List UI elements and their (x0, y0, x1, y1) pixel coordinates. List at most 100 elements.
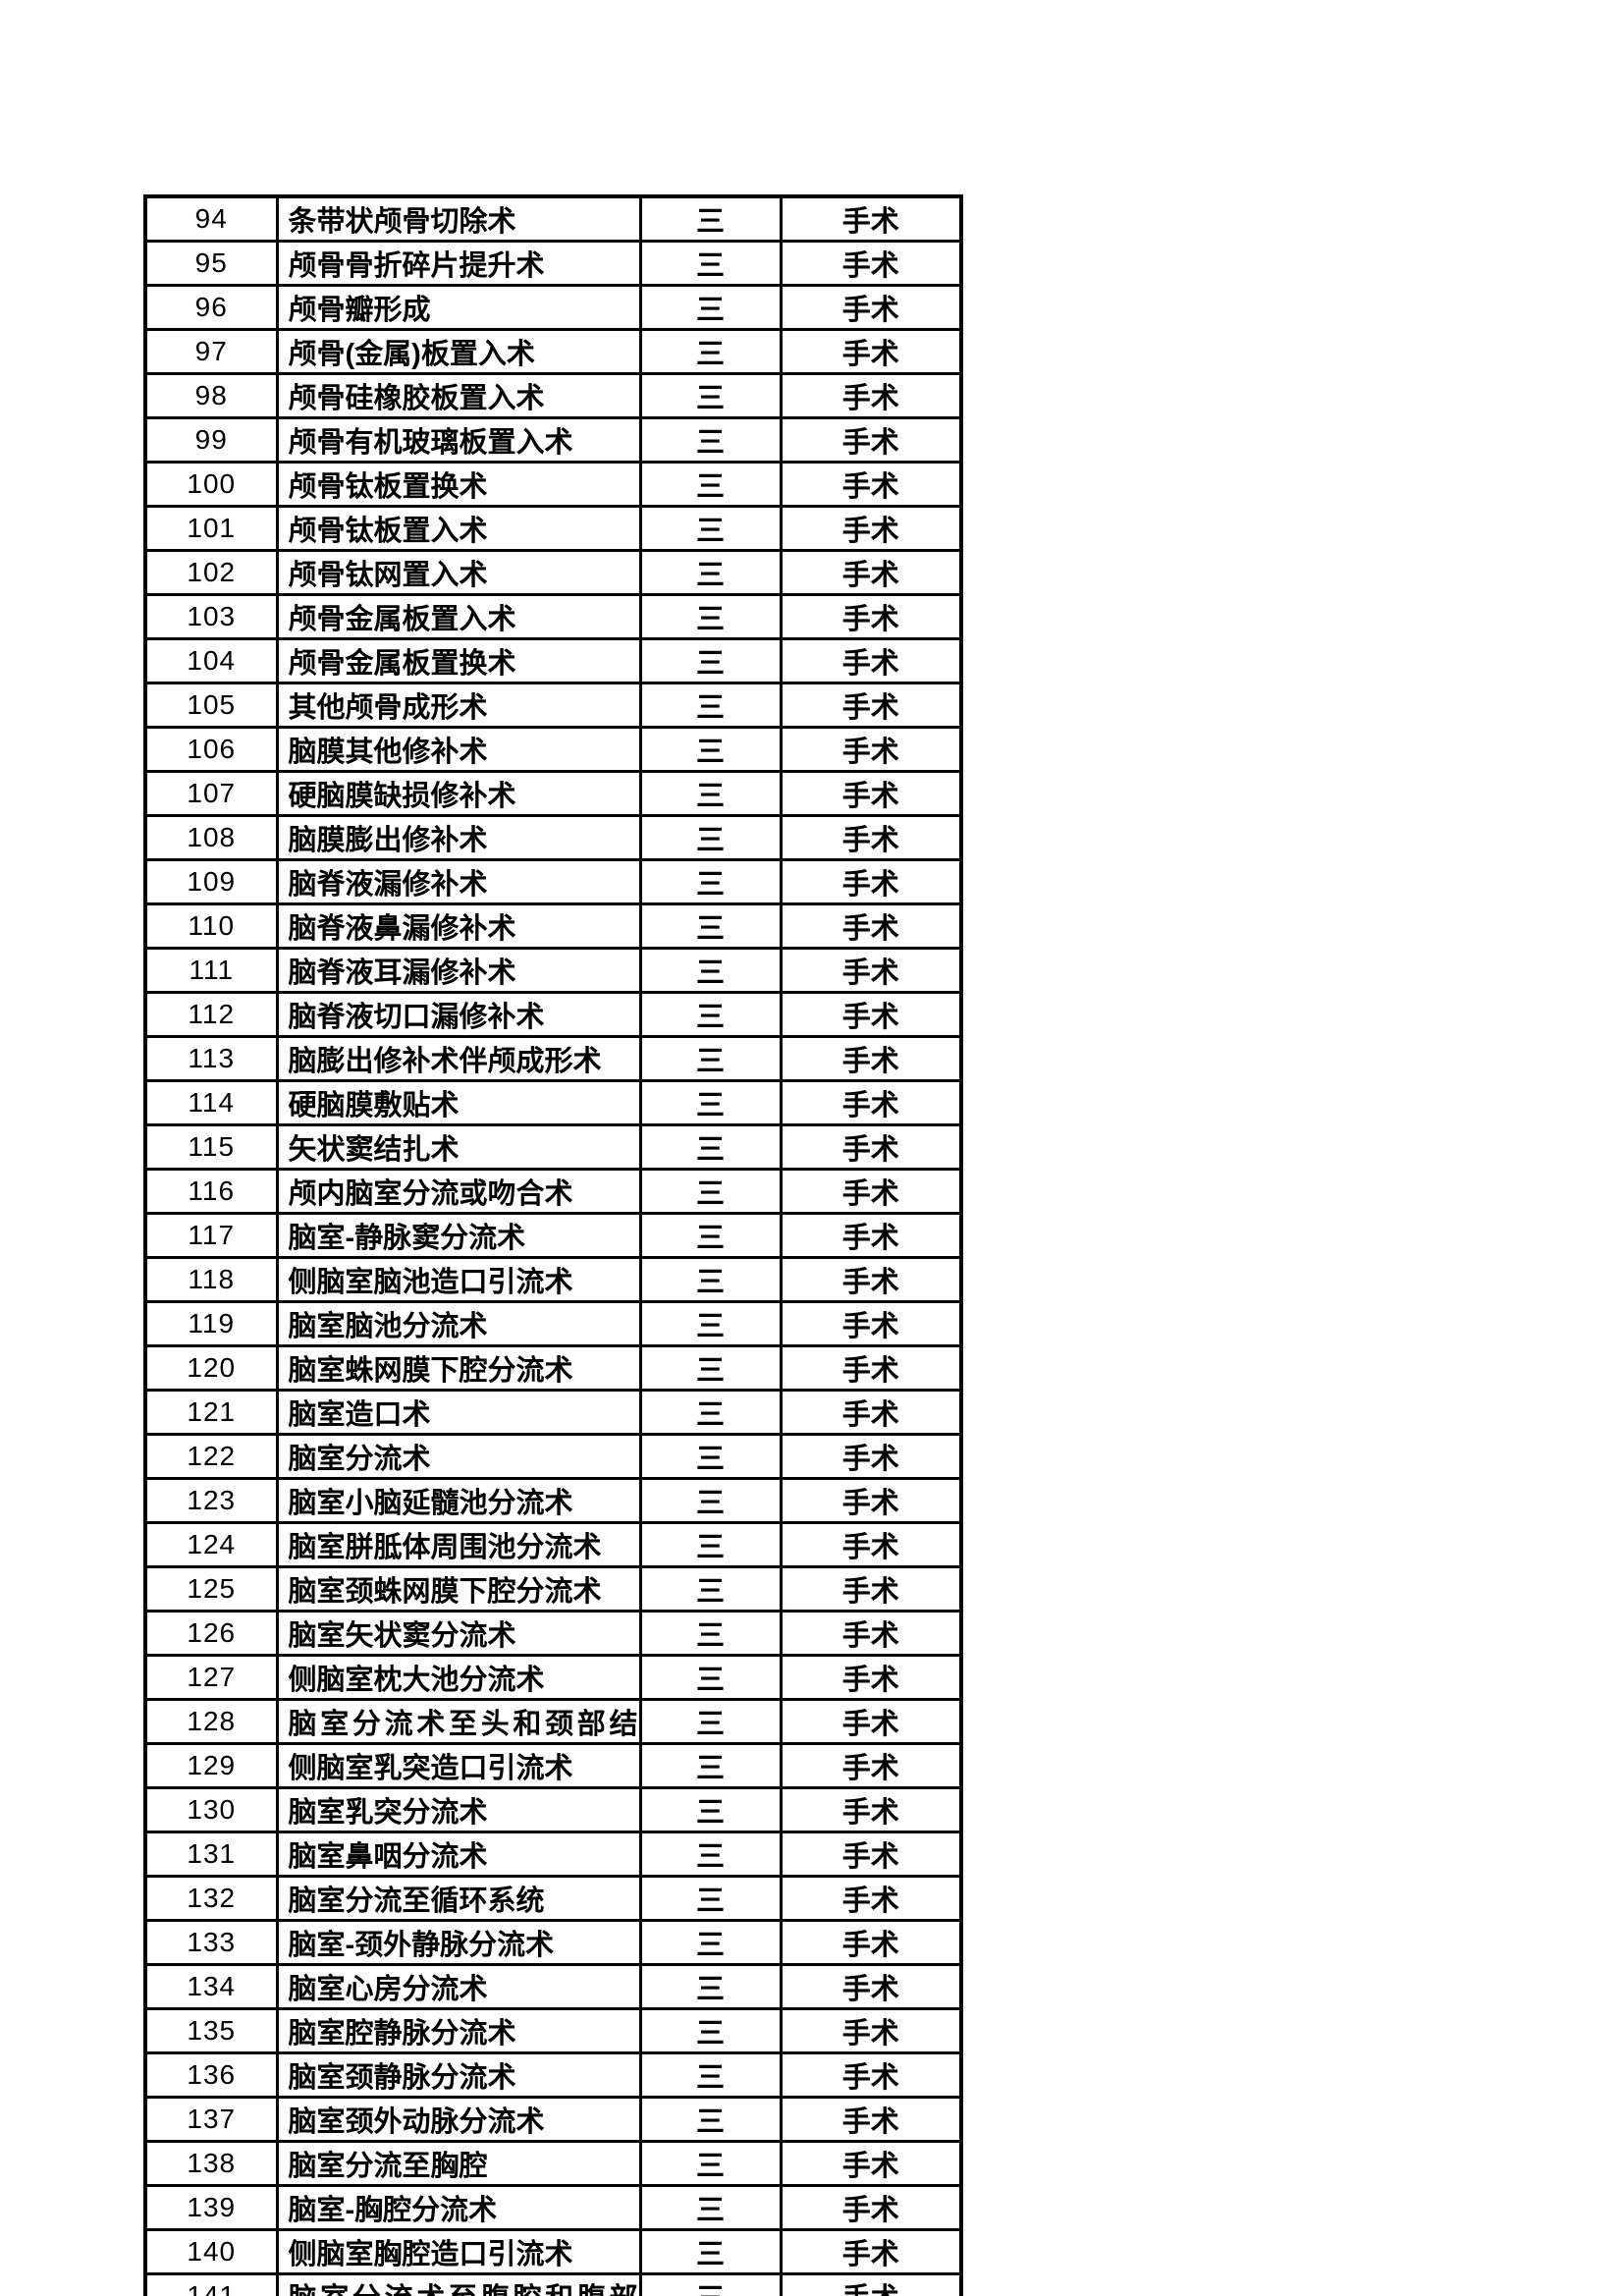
type-cell: 手术 (779, 1168, 963, 1215)
grade-cell: 三 (638, 1919, 783, 1966)
type-cell: 手术 (779, 1079, 963, 1126)
row-number-cell: 125 (143, 1565, 279, 1613)
type-cell: 手术 (779, 549, 963, 596)
type-cell: 手术 (779, 2272, 963, 2296)
row-number-cell: 117 (143, 1212, 279, 1259)
grade-cell: 三 (638, 1300, 783, 1347)
grade-cell: 三 (638, 372, 783, 419)
procedure-table: 94 条带状颅骨切除术 三 手术 95 颅骨骨折碎片提升术 三 手术 96 颅骨… (143, 194, 963, 2296)
row-number-cell: 121 (143, 1389, 279, 1436)
procedure-name-cell: 脑室颈静脉分流术 (275, 2051, 642, 2099)
table-row: 114 硬脑膜敷贴术 三 手术 (143, 1079, 963, 1126)
grade-cell: 三 (638, 1831, 783, 1878)
procedure-name-cell: 脑室颈蛛网膜下腔分流术 (275, 1565, 642, 1613)
table-row: 120 脑室蛛网膜下腔分流术 三 手术 (143, 1344, 963, 1392)
row-number-cell: 116 (143, 1168, 279, 1215)
procedure-name-cell: 侧脑室乳突造口引流术 (275, 1742, 642, 1789)
table-row: 122 脑室分流术 三 手术 (143, 1433, 963, 1480)
procedure-name-cell: 脑室-胸腔分流术 (275, 2184, 642, 2231)
grade-cell: 三 (638, 2007, 783, 2054)
table-row: 140 侧脑室胸腔造口引流术 三 手术 (143, 2228, 963, 2275)
grade-cell: 三 (638, 1433, 783, 1480)
grade-cell: 三 (638, 2140, 783, 2187)
type-cell: 手术 (779, 858, 963, 905)
procedure-name-cell: 脑室分流术至腹腔和腹部 (275, 2272, 642, 2296)
type-cell: 手术 (779, 1035, 963, 1082)
row-number-cell: 130 (143, 1786, 279, 1833)
grade-cell: 三 (638, 1521, 783, 1568)
table-row: 117 脑室-静脉窦分流术 三 手术 (143, 1212, 963, 1259)
type-cell: 手术 (779, 1786, 963, 1833)
type-cell: 手术 (779, 1212, 963, 1259)
procedure-table-body: 94 条带状颅骨切除术 三 手术 95 颅骨骨折碎片提升术 三 手术 96 颅骨… (143, 194, 963, 2296)
table-row: 104 颅骨金属板置换术 三 手术 (143, 637, 963, 684)
type-cell: 手术 (779, 2096, 963, 2143)
procedure-name-cell: 侧脑室枕大池分流术 (275, 1654, 642, 1701)
type-cell: 手术 (779, 328, 963, 375)
type-cell: 手术 (779, 1875, 963, 1922)
procedure-name-cell: 侧脑室胸腔造口引流术 (275, 2228, 642, 2275)
table-row: 133 脑室-颈外静脉分流术 三 手术 (143, 1919, 963, 1966)
type-cell: 手术 (779, 682, 963, 729)
table-row: 124 脑室胼胝体周围池分流术 三 手术 (143, 1521, 963, 1568)
table-row: 123 脑室小脑延髓池分流术 三 手术 (143, 1477, 963, 1524)
type-cell: 手术 (779, 593, 963, 640)
table-row: 100 颅骨钛板置换术 三 手术 (143, 461, 963, 508)
row-number-cell: 113 (143, 1035, 279, 1082)
grade-cell: 三 (638, 1256, 783, 1303)
grade-cell: 三 (638, 682, 783, 729)
row-number-cell: 103 (143, 593, 279, 640)
procedure-name-cell: 脑室鼻咽分流术 (275, 1831, 642, 1878)
procedure-name-cell: 脑室分流术 (275, 1433, 642, 1480)
procedure-name-cell: 侧脑室脑池造口引流术 (275, 1256, 642, 1303)
grade-cell: 三 (638, 2051, 783, 2099)
procedure-name-cell: 颅内脑室分流或吻合术 (275, 1168, 642, 1215)
procedure-name-cell: 脑室造口术 (275, 1389, 642, 1436)
grade-cell: 三 (638, 637, 783, 684)
type-cell: 手术 (779, 1742, 963, 1789)
type-cell: 手术 (779, 814, 963, 861)
row-number-cell: 99 (143, 416, 279, 464)
type-cell: 手术 (779, 372, 963, 419)
procedure-name-cell: 颅骨骨折碎片提升术 (275, 240, 642, 287)
row-number-cell: 138 (143, 2140, 279, 2187)
procedure-name-cell: 脑脊液漏修补术 (275, 858, 642, 905)
type-cell: 手术 (779, 1654, 963, 1701)
grade-cell: 三 (638, 947, 783, 994)
table-row: 126 脑室矢状窦分流术 三 手术 (143, 1610, 963, 1657)
row-number-cell: 98 (143, 372, 279, 419)
grade-cell: 三 (638, 240, 783, 287)
row-number-cell: 137 (143, 2096, 279, 2143)
procedure-name-cell: 脑膜膨出修补术 (275, 814, 642, 861)
procedure-name-cell: 硬脑膜缺损修补术 (275, 770, 642, 817)
grade-cell: 三 (638, 858, 783, 905)
grade-cell: 三 (638, 461, 783, 508)
grade-cell: 三 (638, 1212, 783, 1259)
procedure-name-cell: 脑室矢状窦分流术 (275, 1610, 642, 1657)
type-cell: 手术 (779, 1698, 963, 1745)
procedure-name-cell: 条带状颅骨切除术 (275, 194, 642, 243)
table-row: 106 脑膜其他修补术 三 手术 (143, 726, 963, 773)
row-number-cell: 135 (143, 2007, 279, 2054)
row-number-cell: 126 (143, 1610, 279, 1657)
grade-cell: 三 (638, 1035, 783, 1082)
row-number-cell: 111 (143, 947, 279, 994)
grade-cell: 三 (638, 1786, 783, 1833)
type-cell: 手术 (779, 194, 963, 243)
grade-cell: 三 (638, 770, 783, 817)
row-number-cell: 115 (143, 1123, 279, 1171)
procedure-name-cell: 颅骨硅橡胶板置入术 (275, 372, 642, 419)
table-row: 108 脑膜膨出修补术 三 手术 (143, 814, 963, 861)
row-number-cell: 120 (143, 1344, 279, 1392)
grade-cell: 三 (638, 549, 783, 596)
type-cell: 手术 (779, 1521, 963, 1568)
type-cell: 手术 (779, 2228, 963, 2275)
grade-cell: 三 (638, 2228, 783, 2275)
procedure-name-cell: 颅骨钛网置入术 (275, 549, 642, 596)
grade-cell: 三 (638, 1698, 783, 1745)
grade-cell: 三 (638, 1389, 783, 1436)
grade-cell: 三 (638, 194, 783, 243)
type-cell: 手术 (779, 1831, 963, 1878)
procedure-name-cell: 脑膨出修补术伴颅成形术 (275, 1035, 642, 1082)
row-number-cell: 119 (143, 1300, 279, 1347)
